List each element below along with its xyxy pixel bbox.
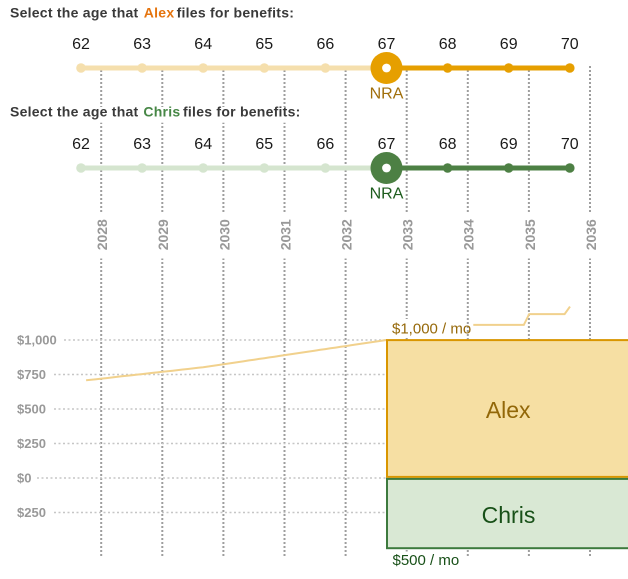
svg-text:66: 66 — [317, 36, 335, 53]
svg-text:67: 67 — [378, 36, 396, 53]
svg-text:64: 64 — [194, 136, 212, 153]
svg-text:NRA: NRA — [370, 185, 404, 202]
svg-text:70: 70 — [561, 136, 579, 153]
svg-text:65: 65 — [255, 36, 273, 53]
svg-text:2035: 2035 — [522, 219, 538, 250]
svg-text:$500: $500 — [17, 402, 46, 417]
svg-text:$1,000 / mo: $1,000 / mo — [392, 321, 471, 338]
svg-text:2032: 2032 — [339, 219, 355, 250]
svg-text:$1,000: $1,000 — [17, 333, 57, 348]
svg-text:67: 67 — [378, 136, 396, 153]
svg-text:63: 63 — [133, 136, 151, 153]
svg-text:$500 / mo: $500 / mo — [393, 552, 460, 569]
svg-text:Alex: Alex — [486, 397, 531, 423]
svg-text:2034: 2034 — [461, 219, 477, 250]
svg-text:2036: 2036 — [583, 219, 599, 250]
svg-text:$250: $250 — [17, 436, 46, 451]
svg-text:62: 62 — [72, 136, 90, 153]
svg-text:69: 69 — [500, 36, 518, 53]
svg-text:70: 70 — [561, 36, 579, 53]
svg-text:2028: 2028 — [94, 219, 110, 250]
svg-text:2031: 2031 — [277, 219, 293, 250]
svg-text:2030: 2030 — [216, 219, 232, 250]
svg-text:64: 64 — [194, 36, 212, 53]
svg-text:69: 69 — [500, 136, 518, 153]
svg-text:Chris: Chris — [482, 502, 536, 528]
svg-text:68: 68 — [439, 136, 457, 153]
svg-text:2033: 2033 — [400, 219, 416, 250]
svg-text:$750: $750 — [17, 367, 46, 382]
svg-text:$0: $0 — [17, 471, 31, 486]
svg-text:63: 63 — [133, 36, 151, 53]
svg-text:62: 62 — [72, 36, 90, 53]
svg-text:2029: 2029 — [155, 219, 171, 250]
svg-text:NRA: NRA — [370, 86, 404, 103]
svg-text:$250: $250 — [17, 505, 46, 520]
svg-text:66: 66 — [317, 136, 335, 153]
svg-text:65: 65 — [255, 136, 273, 153]
svg-text:68: 68 — [439, 36, 457, 53]
